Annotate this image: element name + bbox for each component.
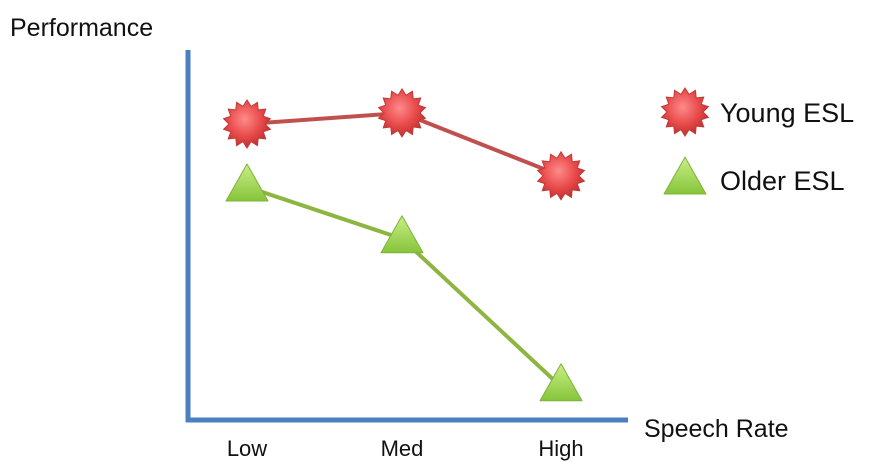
legend-marker-1: [660, 87, 710, 137]
data-point-1-1: [222, 99, 272, 149]
x-tick-label-1: Low: [227, 436, 267, 461]
legend-marker-2: [663, 156, 707, 195]
legend-item-1: Young ESL: [660, 87, 854, 137]
data-point-1-3: [536, 150, 586, 201]
data-point-2-2: [380, 215, 424, 254]
series-layer: [222, 87, 586, 402]
legend-item-2: Older ESL: [663, 156, 845, 196]
y-axis-title: Performance: [10, 14, 153, 42]
x-tick-labels: Low Med High: [227, 436, 584, 461]
series-1: [222, 87, 586, 201]
data-point-2-3: [539, 363, 583, 402]
data-point-1-2: [377, 87, 427, 138]
series-2: [225, 163, 583, 402]
legend-label-2: Older ESL: [720, 166, 845, 196]
data-point-2-1: [225, 163, 269, 202]
legend-label-1: Young ESL: [720, 98, 854, 128]
x-tick-label-3: High: [538, 436, 583, 461]
x-tick-label-2: Med: [381, 436, 424, 461]
series-line-2: [246, 185, 563, 389]
legend: Young ESL Older ESL: [660, 87, 854, 196]
x-axis-title: Speech Rate: [644, 415, 789, 443]
